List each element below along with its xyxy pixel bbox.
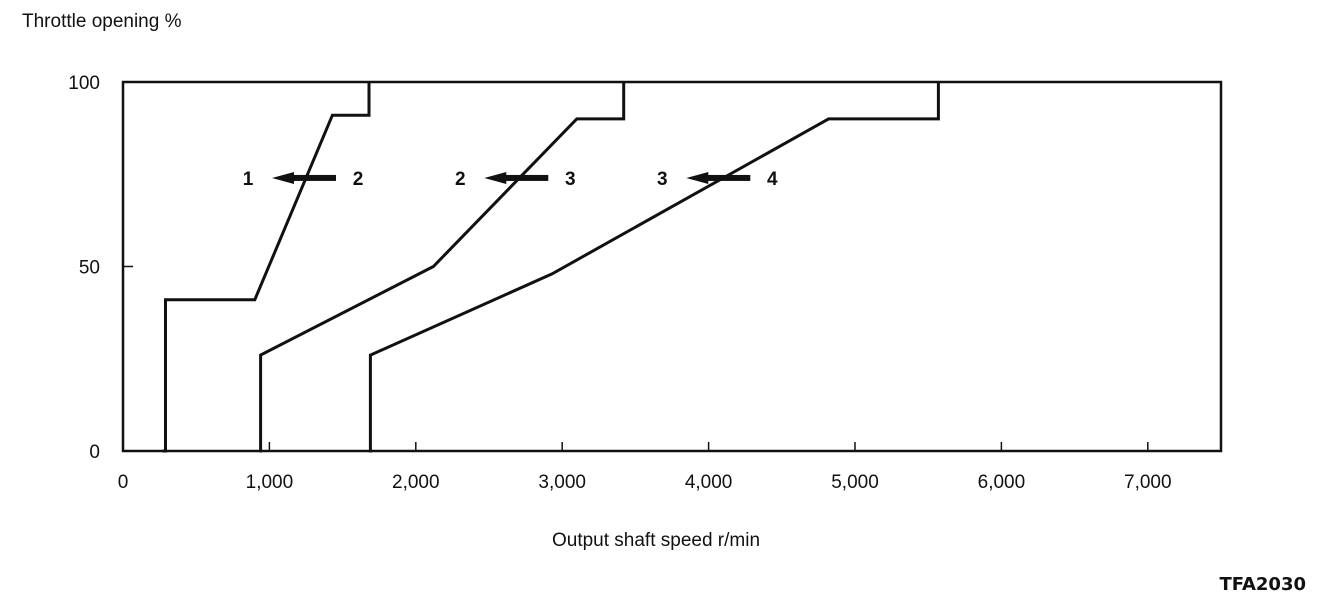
x-tick-label: 2,000 [392, 472, 440, 493]
x-tick-label: 7,000 [1124, 472, 1172, 493]
y-tick-label: 100 [68, 73, 100, 94]
arrow-shaft [706, 174, 751, 181]
x-tick-label: 6,000 [978, 472, 1026, 493]
shift-line-3 [368, 82, 940, 453]
annotation-from-gear: 1 [243, 169, 254, 190]
annotation-to-gear: 2 [353, 169, 364, 190]
y-axis-label: Throttle opening % [22, 11, 182, 32]
x-tick-label: 0 [118, 472, 129, 493]
figure-code: TFA2030 [1219, 574, 1306, 595]
arrow-left-icon [686, 171, 709, 184]
annotation-to-gear: 3 [565, 169, 576, 190]
x-tick-label: 4,000 [685, 472, 733, 493]
arrow-shaft [504, 174, 549, 181]
y-tick-label: 50 [79, 258, 100, 279]
annotation-from-gear: 2 [455, 169, 466, 190]
shift-lines [162, 82, 940, 453]
shift-line-2 [259, 82, 626, 453]
x-tick-label: 1,000 [246, 472, 294, 493]
x-axis-label: Output shaft speed r/min [552, 530, 760, 551]
annotation-to-gear: 4 [767, 169, 778, 190]
arrow-left-icon [484, 171, 507, 184]
x-ticks: 0 1,000 2,000 3,000 4,000 5,000 6,000 7,000 [118, 442, 1172, 493]
y-tick-label: 0 [89, 442, 100, 463]
y-ticks: 0 50 100 [68, 73, 133, 463]
x-tick-label: 5,000 [831, 472, 879, 493]
shift-line-1 [162, 82, 371, 453]
arrow-shaft [292, 174, 336, 181]
plot-frame [121, 80, 1223, 453]
x-tick-label: 3,000 [538, 472, 586, 493]
annotation-from-gear: 3 [657, 169, 668, 190]
arrow-left-icon [272, 171, 294, 184]
